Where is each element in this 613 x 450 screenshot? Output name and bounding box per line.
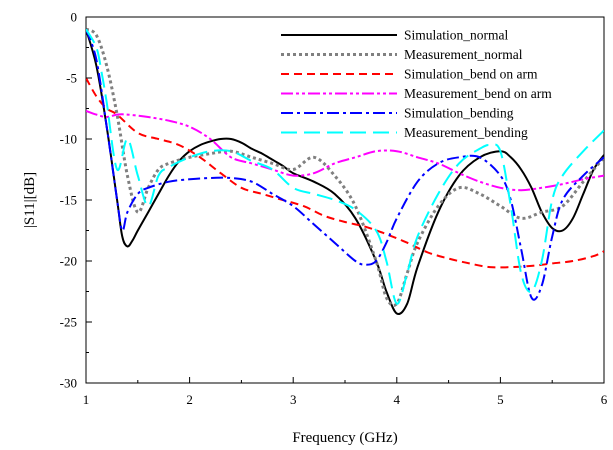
legend-label-3: Simulation_bend on arm: [404, 67, 538, 82]
series-line-5: [86, 28, 604, 301]
y-tick-label: 0: [71, 10, 78, 25]
x-tick-label: 4: [394, 392, 401, 407]
series-line-3: [86, 77, 604, 269]
y-tick-label: -30: [60, 376, 77, 391]
x-tick-label: 6: [601, 392, 608, 407]
y-axis-title: |S11|[dB]: [22, 172, 38, 228]
x-axis-title: Frequency (GHz): [292, 430, 397, 446]
y-tick-label: -25: [60, 315, 77, 330]
legend-label-4: Measurement_bend on arm: [404, 86, 552, 101]
legend-label-1: Simulation_normal: [404, 28, 508, 43]
x-tick-label: 2: [186, 392, 193, 407]
y-tick-label: -20: [60, 254, 77, 269]
legend-label-2: Measurement_normal: [404, 47, 523, 62]
legend: Simulation_normal Measurement_normal Simul…: [281, 28, 552, 140]
y-tick-label: -5: [66, 71, 77, 86]
y-tick-label: -15: [60, 193, 77, 208]
series-line-1: [86, 28, 604, 315]
legend-label-6: Measurement_bending: [404, 125, 528, 140]
y-tick-label: -10: [60, 132, 77, 147]
x-tick-label: 1: [83, 392, 90, 407]
x-tick-label: 5: [497, 392, 504, 407]
series-line-6: [86, 28, 604, 305]
legend-label-5: Simulation_bending: [404, 106, 514, 121]
x-tick-label: 3: [290, 392, 297, 407]
series-line-2: [86, 27, 604, 307]
